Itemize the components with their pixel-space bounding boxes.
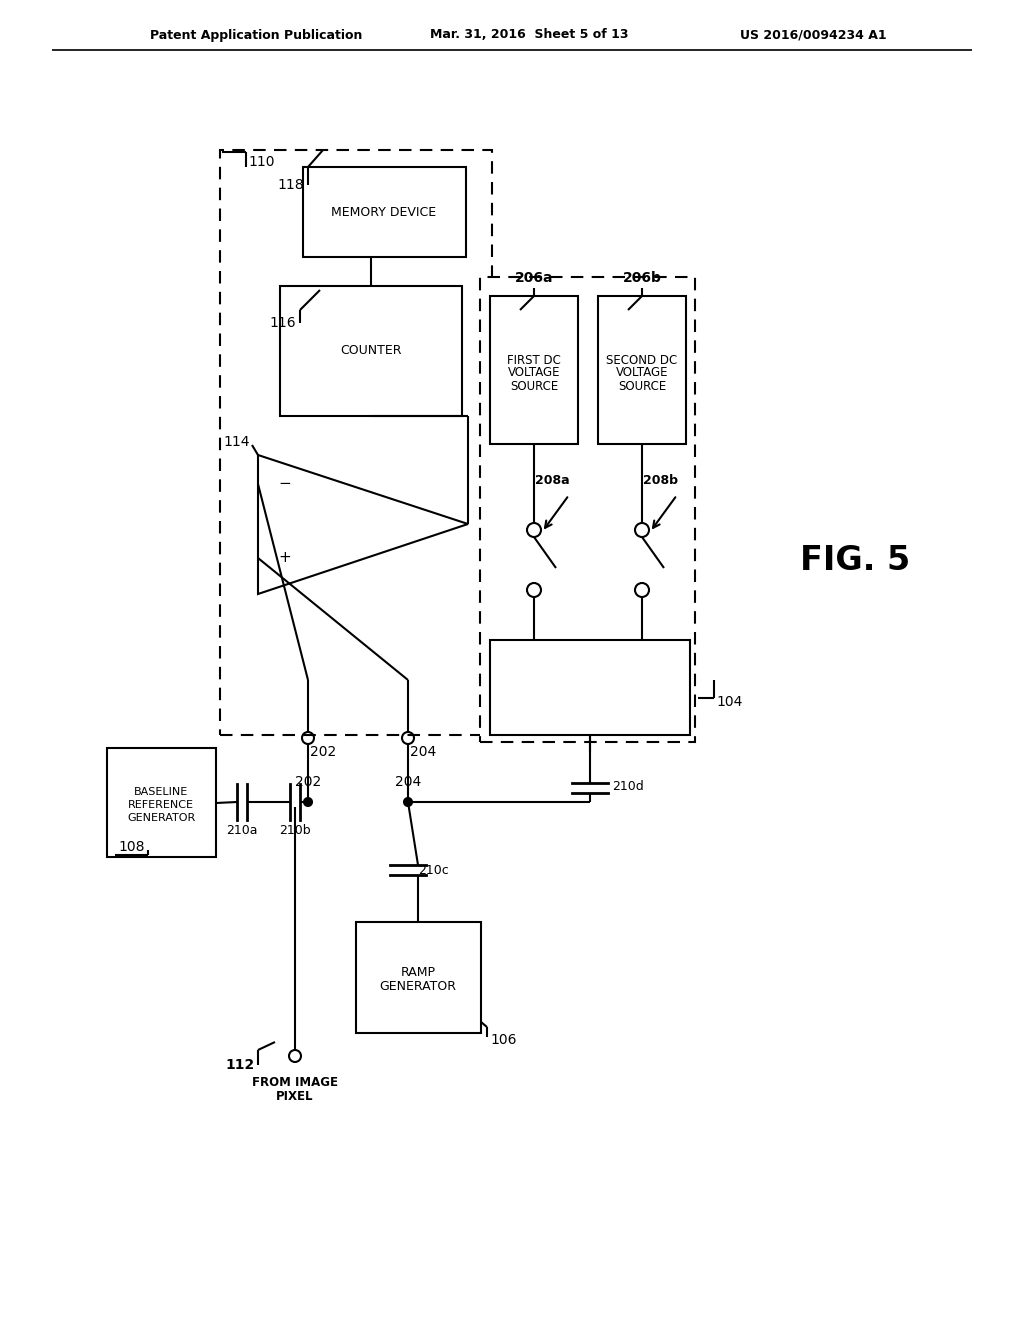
Bar	[280, 286, 462, 416]
Text: 110: 110	[248, 154, 274, 169]
Bar	[303, 168, 466, 257]
Text: 208a: 208a	[535, 474, 569, 487]
Text: +: +	[279, 550, 292, 565]
Text: 208b: 208b	[642, 474, 678, 487]
Text: SECOND DC: SECOND DC	[606, 354, 678, 367]
Text: COUNTER: COUNTER	[340, 345, 401, 358]
Bar	[490, 640, 690, 735]
Bar	[220, 150, 492, 735]
Text: VOLTAGE: VOLTAGE	[508, 367, 560, 380]
Text: 202: 202	[295, 775, 322, 789]
Text: GENERATOR: GENERATOR	[127, 813, 196, 822]
Text: Patent Application Publication: Patent Application Publication	[150, 29, 362, 41]
Text: 206b: 206b	[623, 271, 662, 285]
Text: FROM IMAGE: FROM IMAGE	[252, 1076, 338, 1089]
Text: GENERATOR: GENERATOR	[380, 979, 457, 993]
Text: VOLTAGE: VOLTAGE	[615, 367, 669, 380]
Circle shape	[404, 799, 412, 807]
Text: PIXEL: PIXEL	[276, 1089, 313, 1102]
Text: REFERENCE: REFERENCE	[128, 800, 194, 810]
Bar	[598, 296, 686, 444]
Text: 210a: 210a	[226, 824, 258, 837]
Text: 204: 204	[395, 775, 421, 789]
Text: 202: 202	[310, 744, 336, 759]
Text: SOURCE: SOURCE	[510, 380, 558, 392]
Text: 204: 204	[410, 744, 436, 759]
Text: BASELINE: BASELINE	[134, 787, 188, 797]
Text: −: −	[279, 477, 292, 491]
Text: 106: 106	[490, 1034, 516, 1047]
Text: 112: 112	[225, 1059, 255, 1072]
Text: 210b: 210b	[280, 824, 311, 837]
Text: US 2016/0094234 A1: US 2016/0094234 A1	[740, 29, 887, 41]
Text: RAMP: RAMP	[400, 965, 435, 978]
Text: 114: 114	[223, 436, 250, 449]
Bar	[480, 277, 695, 742]
Text: 206a: 206a	[515, 271, 553, 285]
Text: MEMORY DEVICE: MEMORY DEVICE	[332, 206, 436, 219]
Bar	[106, 748, 216, 857]
Text: 118: 118	[278, 178, 304, 191]
Text: FIG. 5: FIG. 5	[800, 544, 910, 577]
Bar	[490, 296, 578, 444]
Text: SOURCE: SOURCE	[617, 380, 667, 392]
Text: FIRST DC: FIRST DC	[507, 354, 561, 367]
Text: 108: 108	[119, 840, 145, 854]
Text: 210c: 210c	[418, 863, 449, 876]
Text: 116: 116	[269, 315, 296, 330]
Text: 210d: 210d	[612, 780, 644, 792]
Text: 104: 104	[716, 696, 742, 709]
Text: Mar. 31, 2016  Sheet 5 of 13: Mar. 31, 2016 Sheet 5 of 13	[430, 29, 629, 41]
Bar	[356, 921, 481, 1034]
Circle shape	[304, 799, 312, 807]
